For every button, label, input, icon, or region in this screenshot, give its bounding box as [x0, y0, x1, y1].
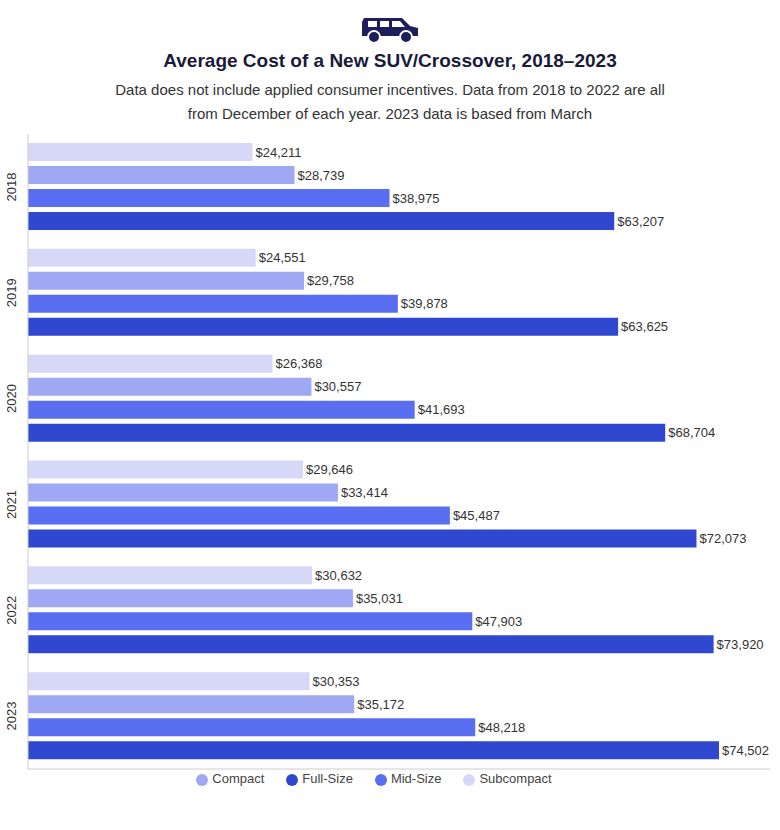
svg-text:$63,625: $63,625	[621, 319, 668, 334]
html-text:Full-Size: Full-Size	[302, 771, 353, 786]
svg-text:$26,368: $26,368	[276, 356, 323, 371]
svg-text:$38,975: $38,975	[392, 191, 439, 206]
html-text:Average Cost of a New SUV/Cros: Average Cost of a New SUV/Crossover, 201…	[163, 50, 617, 71]
svg-text:$41,693: $41,693	[418, 402, 465, 417]
svg-text:$47,903: $47,903	[475, 614, 522, 629]
svg-text:$48,218: $48,218	[478, 720, 525, 735]
svg-text:$28,739: $28,739	[298, 168, 345, 183]
svg-text:2020: 2020	[8, 384, 19, 413]
html-text:Data does not include applied: Data does not include applied consumer i…	[115, 81, 665, 122]
svg-text:$29,646: $29,646	[306, 462, 353, 477]
svg-text:2021: 2021	[8, 490, 19, 519]
svg-text:$33,414: $33,414	[341, 485, 388, 500]
svg-text:2018: 2018	[8, 172, 19, 201]
svg-text:$29,758: $29,758	[307, 273, 354, 288]
svg-text:$63,207: $63,207	[617, 214, 664, 229]
svg-text:$74,502: $74,502	[722, 743, 769, 758]
svg-text:$30,353: $30,353	[313, 674, 360, 689]
svg-text:$45,487: $45,487	[453, 508, 500, 523]
svg-text:$68,704: $68,704	[668, 425, 715, 440]
svg-text:2019: 2019	[8, 278, 19, 307]
svg-text:2022: 2022	[8, 596, 19, 625]
svg-text:2023: 2023	[8, 702, 19, 731]
svg-text:$39,878: $39,878	[401, 296, 448, 311]
svg-text:$72,073: $72,073	[699, 531, 746, 546]
svg-text:$24,551: $24,551	[259, 250, 306, 265]
html-text:Mid-Size: Mid-Size	[390, 771, 442, 786]
svg-text:$30,632: $30,632	[315, 568, 362, 583]
svg-text:$30,557: $30,557	[314, 379, 361, 394]
svg-text:$73,920: $73,920	[717, 637, 764, 652]
html-text:Compact: Compact	[212, 771, 265, 786]
svg-text:$35,031: $35,031	[356, 591, 403, 606]
svg-text:$24,211: $24,211	[256, 145, 302, 160]
html-text:Subcompact: Subcompact	[479, 771, 552, 786]
svg-text:$35,172: $35,172	[357, 697, 404, 712]
